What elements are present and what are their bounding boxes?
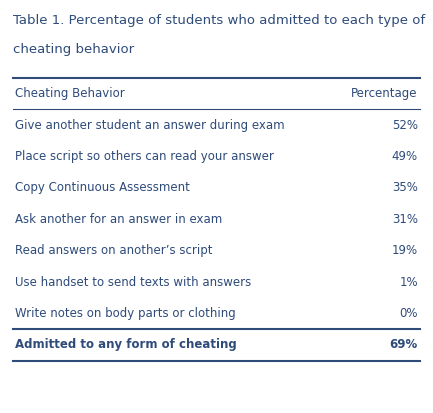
Text: Place script so others can read your answer: Place script so others can read your ans… [15, 150, 274, 163]
Text: cheating behavior: cheating behavior [13, 43, 134, 56]
Text: Give another student an answer during exam: Give another student an answer during ex… [15, 119, 285, 132]
Text: Table 1. Percentage of students who admitted to each type of: Table 1. Percentage of students who admi… [13, 14, 425, 27]
Text: Admitted to any form of cheating: Admitted to any form of cheating [15, 338, 237, 351]
Text: Use handset to send texts with answers: Use handset to send texts with answers [15, 275, 252, 289]
Text: 52%: 52% [392, 119, 418, 132]
Text: 1%: 1% [399, 275, 418, 289]
Text: Ask another for an answer in exam: Ask another for an answer in exam [15, 213, 223, 226]
Text: 31%: 31% [392, 213, 418, 226]
Text: 49%: 49% [392, 150, 418, 163]
Text: Copy Continuous Assessment: Copy Continuous Assessment [15, 181, 190, 195]
Text: 35%: 35% [392, 181, 418, 195]
Text: 0%: 0% [399, 307, 418, 320]
Text: Percentage: Percentage [351, 88, 418, 100]
Text: Cheating Behavior: Cheating Behavior [15, 88, 125, 100]
Text: Write notes on body parts or clothing: Write notes on body parts or clothing [15, 307, 236, 320]
Text: 69%: 69% [390, 338, 418, 351]
Text: 19%: 19% [392, 244, 418, 257]
Text: Read answers on another’s script: Read answers on another’s script [15, 244, 213, 257]
